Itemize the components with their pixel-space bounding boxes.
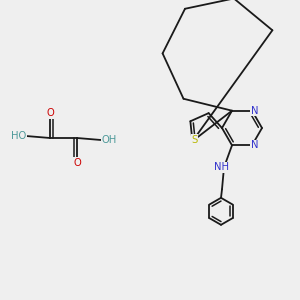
Text: N: N (251, 140, 259, 150)
Text: S: S (191, 135, 198, 145)
Text: HO: HO (11, 131, 26, 141)
Text: O: O (46, 108, 54, 118)
Text: O: O (73, 158, 81, 168)
Text: N: N (251, 106, 259, 116)
Text: NH: NH (214, 162, 230, 172)
Text: OH: OH (102, 135, 117, 145)
